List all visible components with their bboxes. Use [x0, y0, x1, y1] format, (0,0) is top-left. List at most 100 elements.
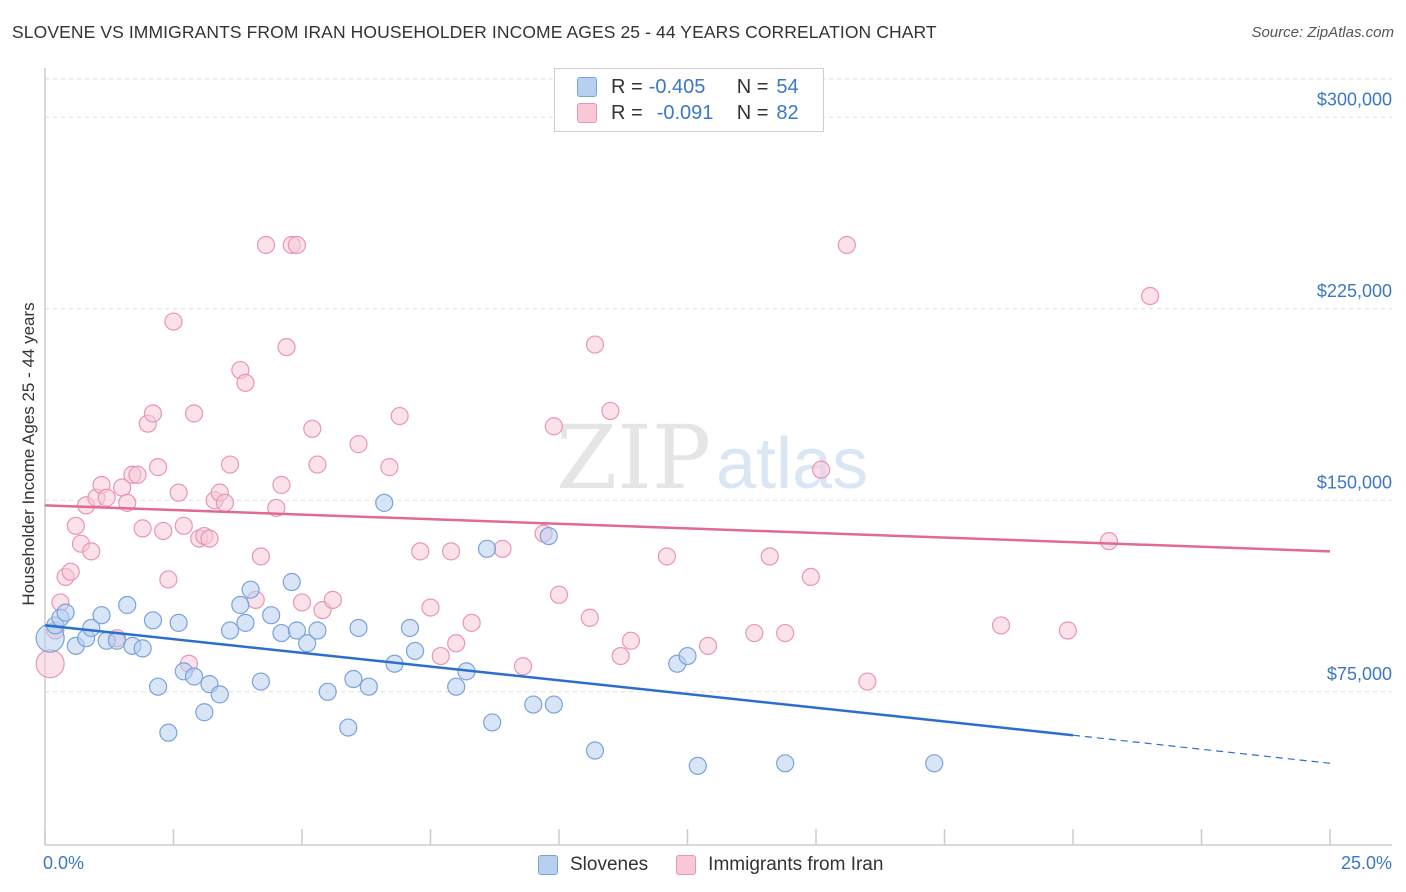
- legend-n-label: N =: [736, 101, 769, 124]
- data-point: [601, 401, 620, 421]
- data-point: [400, 618, 420, 638]
- data-point: [339, 718, 358, 737]
- series-immigrants-iran: [35, 235, 1160, 691]
- data-point: [611, 646, 630, 666]
- data-point: [97, 488, 116, 507]
- data-point: [323, 590, 342, 609]
- data-point: [159, 723, 178, 742]
- data-point: [858, 672, 877, 691]
- data-point: [220, 621, 240, 640]
- watermark-zip: ZIP: [556, 406, 711, 509]
- y-tick-label: $75,000: [1327, 664, 1392, 684]
- data-point: [308, 621, 327, 640]
- data-point: [82, 542, 101, 561]
- data-point: [925, 754, 944, 773]
- data-point: [380, 458, 399, 477]
- data-point: [143, 404, 163, 423]
- data-point: [143, 611, 163, 630]
- y-tick-label: $150,000: [1317, 472, 1392, 492]
- data-point: [169, 483, 188, 502]
- data-point: [760, 547, 779, 566]
- data-point: [524, 695, 543, 714]
- data-point: [262, 606, 281, 625]
- y-tick-label: $300,000: [1317, 89, 1392, 109]
- data-point: [133, 639, 152, 658]
- data-point: [236, 373, 255, 392]
- data-point: [513, 657, 533, 676]
- y-axis-label: Householder Income Ages 25 - 44 years: [19, 302, 38, 605]
- data-point: [411, 542, 430, 561]
- data-point: [405, 641, 425, 661]
- data-point: [133, 519, 152, 538]
- correlation-legend: R = -0.405 N = 54 R = -0.091 N = 82: [554, 68, 824, 132]
- data-point: [61, 562, 80, 581]
- legend-item-slovenes: Slovenes: [538, 854, 648, 876]
- data-point: [287, 235, 306, 255]
- data-point: [318, 682, 337, 701]
- data-point: [128, 465, 147, 484]
- data-point: [154, 521, 173, 541]
- data-point: [256, 235, 276, 255]
- data-point: [493, 539, 512, 558]
- x-tick-label-max: 25.0%: [1341, 853, 1392, 873]
- data-point: [1140, 286, 1160, 306]
- data-point: [169, 613, 188, 632]
- x-tick-labels: 0.0% 25.0%: [43, 853, 1392, 873]
- data-point: [231, 595, 250, 615]
- data-point: [349, 618, 368, 638]
- trend-line-iran: [44, 504, 1331, 553]
- data-point: [539, 526, 558, 546]
- source-label: Source: ZipAtlas.com: [1251, 24, 1394, 41]
- data-point: [282, 572, 301, 592]
- data-point: [462, 613, 481, 632]
- data-point: [1058, 621, 1077, 640]
- legend-label-iran: Immigrants from Iran: [708, 854, 884, 875]
- series-slovenes: [35, 493, 944, 775]
- data-point: [292, 593, 312, 612]
- data-point: [375, 493, 394, 512]
- data-point: [215, 493, 234, 512]
- data-point: [837, 235, 856, 255]
- data-point: [390, 406, 409, 426]
- data-point: [447, 677, 466, 696]
- data-point: [776, 754, 795, 773]
- data-point: [174, 516, 193, 535]
- data-point: [698, 636, 718, 655]
- data-point: [344, 669, 363, 689]
- data-point: [298, 634, 317, 653]
- data-point: [35, 649, 65, 679]
- y-tick-label: $225,000: [1317, 281, 1392, 301]
- data-point: [251, 547, 270, 566]
- data-point: [164, 312, 183, 331]
- data-point: [272, 475, 291, 495]
- data-point: [421, 598, 440, 617]
- data-point: [184, 667, 204, 686]
- trend-line-slovenes: [44, 624, 1074, 737]
- data-point: [544, 417, 563, 436]
- data-point: [585, 335, 605, 354]
- data-point: [447, 634, 466, 653]
- data-point: [745, 623, 764, 643]
- data-point: [66, 516, 85, 535]
- data-point: [220, 455, 240, 474]
- data-point: [580, 608, 599, 627]
- chart-title: SLOVENE VS IMMIGRANTS FROM IRAN HOUSEHOL…: [12, 22, 937, 42]
- data-point: [812, 460, 831, 479]
- legend-r-value: -0.405: [648, 75, 706, 98]
- data-point: [287, 621, 306, 640]
- data-point: [441, 542, 461, 561]
- data-point: [621, 631, 641, 650]
- data-point: [210, 685, 229, 704]
- data-point: [251, 672, 270, 691]
- legend-n-value: 82: [776, 101, 799, 124]
- watermark: ZIP atlas: [556, 406, 868, 509]
- legend-r-label: R =: [611, 75, 643, 98]
- legend-r-label: R =: [611, 101, 643, 124]
- data-point: [148, 677, 168, 696]
- data-point: [148, 458, 168, 477]
- data-point: [236, 613, 255, 632]
- data-point: [308, 455, 327, 474]
- legend-r-value: -0.091: [656, 101, 714, 124]
- series-legend: Slovenes Immigrants from Iran: [538, 852, 911, 878]
